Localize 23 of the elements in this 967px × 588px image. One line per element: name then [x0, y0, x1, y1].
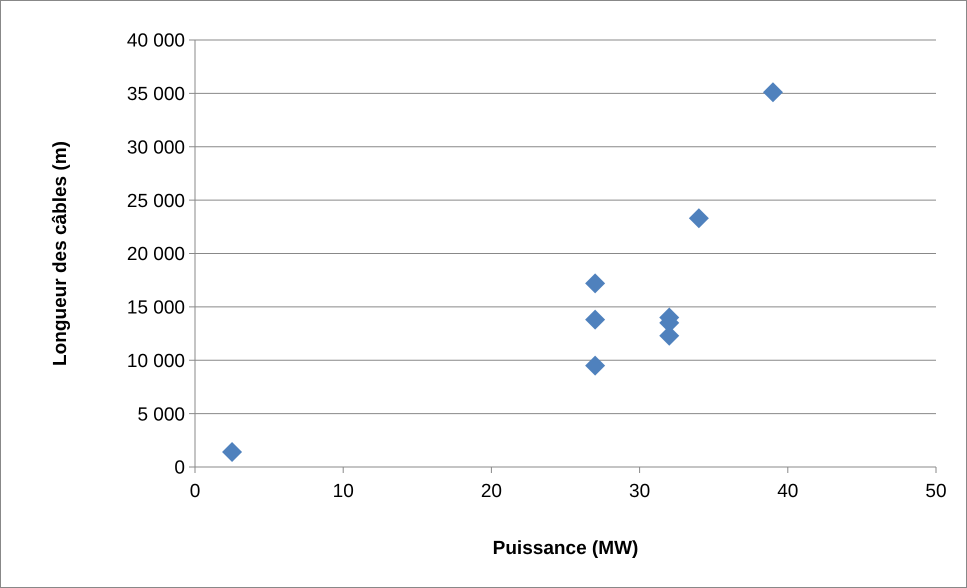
point — [585, 273, 606, 294]
y-axis-title: Longueur des câbles (m) — [50, 141, 71, 366]
y-tick-label: 20 000 — [126, 244, 185, 266]
y-tick-label: 35 000 — [126, 84, 185, 106]
y-tick-label: 0 — [174, 458, 185, 479]
point — [688, 208, 709, 228]
x-tick-label: 0 — [190, 481, 200, 502]
x-tick-label: 30 — [629, 481, 650, 502]
x-tick-label: 10 — [332, 481, 354, 502]
y-tick-label: 15 000 — [126, 298, 185, 319]
x-tick-label: 20 — [480, 481, 502, 502]
point — [222, 442, 242, 462]
y-tick-label: 10 000 — [126, 350, 185, 372]
y-tick-label: 25 000 — [126, 190, 185, 212]
point — [585, 356, 606, 376]
point — [762, 82, 783, 102]
x-axis-title: Puissance (MW) — [492, 538, 638, 559]
x-tick-label: 40 — [777, 481, 798, 502]
y-tick-label: 30 000 — [126, 137, 185, 158]
y-tick-label: 40 000 — [126, 30, 185, 52]
x-tick-label: 50 — [925, 481, 947, 502]
point — [585, 310, 606, 330]
y-tick-label: 5 000 — [137, 404, 185, 426]
